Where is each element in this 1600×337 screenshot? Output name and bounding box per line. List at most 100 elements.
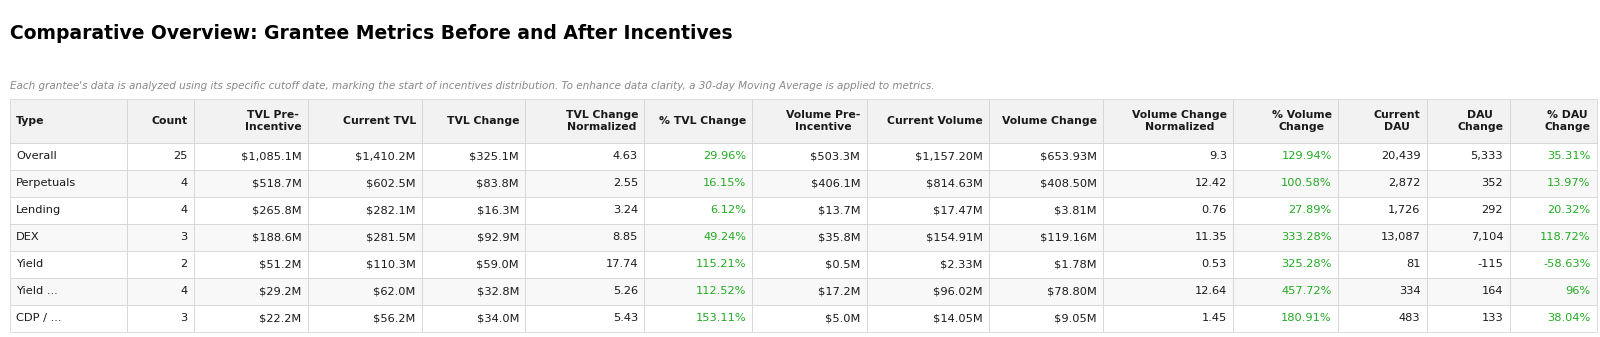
FancyBboxPatch shape xyxy=(752,143,867,170)
FancyBboxPatch shape xyxy=(867,278,989,305)
Text: Overall: Overall xyxy=(16,151,56,161)
Text: 334: 334 xyxy=(1398,286,1421,296)
Text: $154.91M: $154.91M xyxy=(925,232,982,242)
FancyBboxPatch shape xyxy=(1509,278,1597,305)
Text: $59.0M: $59.0M xyxy=(477,259,518,269)
FancyBboxPatch shape xyxy=(1427,278,1509,305)
FancyBboxPatch shape xyxy=(1338,170,1427,197)
Text: % TVL Change: % TVL Change xyxy=(659,116,746,126)
FancyBboxPatch shape xyxy=(1234,170,1338,197)
FancyBboxPatch shape xyxy=(194,143,307,170)
Text: 100.58%: 100.58% xyxy=(1282,178,1331,188)
FancyBboxPatch shape xyxy=(1234,224,1338,251)
FancyBboxPatch shape xyxy=(752,305,867,332)
Text: $119.16M: $119.16M xyxy=(1040,232,1096,242)
Text: $653.93M: $653.93M xyxy=(1040,151,1096,161)
Text: 6.12%: 6.12% xyxy=(710,205,746,215)
FancyBboxPatch shape xyxy=(307,170,422,197)
Text: 29.96%: 29.96% xyxy=(702,151,746,161)
FancyBboxPatch shape xyxy=(1427,305,1509,332)
Text: 118.72%: 118.72% xyxy=(1539,232,1590,242)
Text: % DAU
Change: % DAU Change xyxy=(1544,111,1590,132)
Text: $265.8M: $265.8M xyxy=(251,205,301,215)
Text: 112.52%: 112.52% xyxy=(696,286,746,296)
FancyBboxPatch shape xyxy=(126,224,194,251)
Text: $78.80M: $78.80M xyxy=(1046,286,1096,296)
FancyBboxPatch shape xyxy=(989,251,1102,278)
Text: 129.94%: 129.94% xyxy=(1282,151,1331,161)
Text: 2: 2 xyxy=(181,259,187,269)
Text: 25: 25 xyxy=(173,151,187,161)
FancyBboxPatch shape xyxy=(422,99,525,143)
FancyBboxPatch shape xyxy=(307,251,422,278)
FancyBboxPatch shape xyxy=(307,143,422,170)
Text: $83.8M: $83.8M xyxy=(477,178,518,188)
Text: $22.2M: $22.2M xyxy=(259,313,301,324)
FancyBboxPatch shape xyxy=(989,278,1102,305)
FancyBboxPatch shape xyxy=(126,251,194,278)
FancyBboxPatch shape xyxy=(752,99,867,143)
Text: 4.63: 4.63 xyxy=(613,151,638,161)
Text: 5.43: 5.43 xyxy=(613,313,638,324)
Text: 81: 81 xyxy=(1406,259,1421,269)
FancyBboxPatch shape xyxy=(422,224,525,251)
FancyBboxPatch shape xyxy=(645,278,752,305)
FancyBboxPatch shape xyxy=(10,305,126,332)
Text: 4: 4 xyxy=(181,286,187,296)
Text: $1,085.1M: $1,085.1M xyxy=(242,151,301,161)
Text: $13.7M: $13.7M xyxy=(818,205,861,215)
Text: 1,726: 1,726 xyxy=(1389,205,1421,215)
FancyBboxPatch shape xyxy=(194,251,307,278)
FancyBboxPatch shape xyxy=(1102,251,1234,278)
FancyBboxPatch shape xyxy=(525,224,645,251)
Text: 5.26: 5.26 xyxy=(613,286,638,296)
FancyBboxPatch shape xyxy=(307,224,422,251)
FancyBboxPatch shape xyxy=(1509,224,1597,251)
Text: $96.02M: $96.02M xyxy=(933,286,982,296)
FancyBboxPatch shape xyxy=(194,197,307,224)
Text: 180.91%: 180.91% xyxy=(1282,313,1331,324)
FancyBboxPatch shape xyxy=(194,278,307,305)
FancyBboxPatch shape xyxy=(752,251,867,278)
FancyBboxPatch shape xyxy=(307,278,422,305)
Text: 483: 483 xyxy=(1398,313,1421,324)
FancyBboxPatch shape xyxy=(752,278,867,305)
FancyBboxPatch shape xyxy=(989,99,1102,143)
Text: $17.47M: $17.47M xyxy=(933,205,982,215)
FancyBboxPatch shape xyxy=(1234,278,1338,305)
FancyBboxPatch shape xyxy=(752,224,867,251)
Text: Volume Pre-
Incentive: Volume Pre- Incentive xyxy=(786,111,861,132)
Text: $16.3M: $16.3M xyxy=(477,205,518,215)
FancyBboxPatch shape xyxy=(1427,224,1509,251)
FancyBboxPatch shape xyxy=(1509,143,1597,170)
FancyBboxPatch shape xyxy=(752,197,867,224)
FancyBboxPatch shape xyxy=(422,143,525,170)
FancyBboxPatch shape xyxy=(126,305,194,332)
FancyBboxPatch shape xyxy=(1509,197,1597,224)
Text: $602.5M: $602.5M xyxy=(366,178,416,188)
FancyBboxPatch shape xyxy=(867,170,989,197)
Text: 9.3: 9.3 xyxy=(1210,151,1227,161)
Text: $14.05M: $14.05M xyxy=(933,313,982,324)
FancyBboxPatch shape xyxy=(1509,305,1597,332)
Text: $0.5M: $0.5M xyxy=(826,259,861,269)
Text: Perpetuals: Perpetuals xyxy=(16,178,77,188)
FancyBboxPatch shape xyxy=(1234,143,1338,170)
Text: $29.2M: $29.2M xyxy=(259,286,301,296)
Text: $9.05M: $9.05M xyxy=(1054,313,1096,324)
FancyBboxPatch shape xyxy=(867,305,989,332)
FancyBboxPatch shape xyxy=(10,251,126,278)
Text: 7,104: 7,104 xyxy=(1470,232,1502,242)
Text: CDP / ...: CDP / ... xyxy=(16,313,61,324)
FancyBboxPatch shape xyxy=(525,170,645,197)
Text: $1.78M: $1.78M xyxy=(1054,259,1096,269)
FancyBboxPatch shape xyxy=(1427,197,1509,224)
FancyBboxPatch shape xyxy=(307,197,422,224)
FancyBboxPatch shape xyxy=(525,278,645,305)
Text: 333.28%: 333.28% xyxy=(1282,232,1331,242)
FancyBboxPatch shape xyxy=(525,99,645,143)
FancyBboxPatch shape xyxy=(1234,251,1338,278)
FancyBboxPatch shape xyxy=(10,197,126,224)
Text: 20.32%: 20.32% xyxy=(1547,205,1590,215)
Text: $281.5M: $281.5M xyxy=(366,232,416,242)
